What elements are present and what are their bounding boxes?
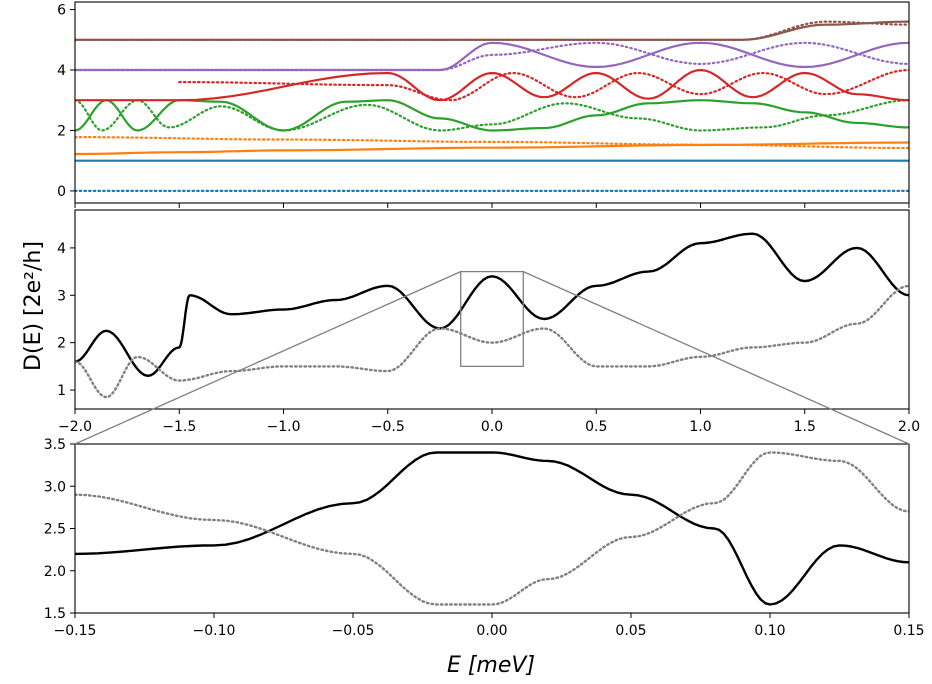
x-tick-label-bottom-1: −0.10 [193, 623, 236, 639]
y-tick-label-top-2: 4 [57, 63, 66, 79]
y-tick-label-middle-3: 4 [57, 241, 66, 257]
y-axis-title: D(E) [2e²/h] [21, 241, 46, 371]
series-line-top-2 [75, 141, 909, 156]
y-tick-label-middle-1: 2 [57, 336, 66, 352]
series-line-top-9 [75, 41, 909, 72]
series-line-top-7 [178, 68, 909, 102]
panel-bottom: 1.5 2.0 2.5 3.0 3.5 −0.15 −0.10 −0.05 0.00 0.05 0.… [44, 437, 925, 639]
series-line-middle-1 [75, 284, 909, 399]
y-tick-label-top-3: 6 [57, 3, 66, 19]
series-line-top-6 [75, 68, 909, 102]
y-tick-label-bottom-2: 2.5 [44, 522, 66, 538]
x-tick-label-middle-7: 1.5 [794, 419, 816, 435]
zoom-box [460, 270, 524, 368]
series-line-top-5 [75, 99, 909, 132]
panel-top: 0 2 4 6 [57, 1, 910, 208]
axes-frame-bottom [74, 443, 910, 614]
y-tick-label-top-1: 2 [57, 123, 66, 139]
series-line-top-3 [75, 136, 909, 150]
series-line-middle-0 [75, 232, 909, 377]
x-tick-label-bottom-0: −0.15 [54, 623, 97, 639]
x-tick-label-bottom-3: 0.00 [476, 623, 507, 639]
y-tick-label-top-0: 0 [57, 184, 66, 200]
zoom-line-left [74, 271, 461, 445]
zoom-line-right [523, 271, 910, 445]
x-tick-label-bottom-2: −0.05 [332, 623, 375, 639]
x-tick-label-bottom-4: 0.05 [615, 623, 646, 639]
y-tick-label-bottom-0: 1.5 [44, 606, 66, 622]
y-tick-label-middle-0: 1 [57, 383, 66, 399]
y-tick-label-middle-2: 3 [57, 288, 66, 304]
panel-middle: 1 2 3 4 −2.0 −1.5 −1.0 −0.5 0.0 0.5 1.0 1.5 2.0 [57, 209, 920, 435]
x-tick-label-middle-5: 0.5 [585, 419, 607, 435]
x-tick-label-middle-1: −1.5 [162, 419, 196, 435]
x-tick-label-bottom-5: 0.10 [754, 623, 785, 639]
zoom-connector [74, 271, 910, 445]
series-line-top-8 [75, 41, 909, 72]
x-axis-title: E [meV] [447, 653, 535, 678]
series-line-bottom-0 [75, 451, 909, 606]
x-tick-label-middle-0: −2.0 [58, 419, 92, 435]
series-line-top-11 [75, 20, 909, 41]
series-line-bottom-1 [75, 451, 909, 606]
x-tick-label-middle-4: 0.0 [481, 419, 503, 435]
x-tick-label-middle-6: 1.0 [689, 419, 711, 435]
x-tick-label-middle-2: −1.0 [267, 419, 301, 435]
y-tick-label-bottom-1: 2.0 [44, 564, 66, 580]
y-tick-label-bottom-3: 3.0 [44, 479, 66, 495]
series-line-top-4 [75, 99, 909, 132]
x-tick-label-middle-8: 2.0 [898, 419, 920, 435]
x-tick-label-middle-3: −0.5 [371, 419, 405, 435]
y-tick-label-bottom-4: 3.5 [44, 437, 66, 453]
axes-frame-middle [74, 209, 910, 410]
x-tick-label-bottom-6: 0.15 [893, 623, 924, 639]
